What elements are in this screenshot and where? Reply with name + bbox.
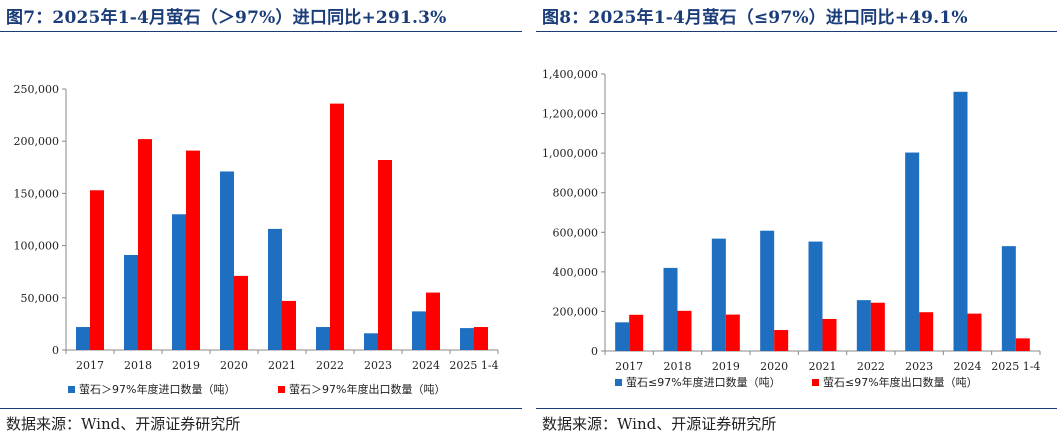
y-tick-label: 0 bbox=[591, 345, 598, 358]
x-tick-label: 2017 bbox=[615, 360, 643, 373]
bar-import bbox=[220, 171, 234, 350]
y-tick-label: 400,000 bbox=[553, 266, 599, 279]
bar-export bbox=[629, 314, 644, 351]
source-note: 数据来源：Wind、开源证券研究所 bbox=[542, 415, 777, 433]
bar-import bbox=[953, 91, 968, 352]
x-tick-label: 2024 bbox=[412, 359, 440, 372]
bar-export bbox=[870, 302, 885, 351]
bar-import bbox=[124, 254, 138, 350]
x-tick-label: 2023 bbox=[364, 359, 392, 372]
chart-title: 图7：2025年1-4月萤石（＞97%）进口同比+291.3% bbox=[6, 8, 447, 28]
bar-import bbox=[905, 152, 920, 351]
bar-export bbox=[234, 275, 248, 350]
bar-export bbox=[378, 159, 392, 350]
bar-export bbox=[282, 300, 296, 350]
bar-import bbox=[711, 238, 726, 351]
bar-export bbox=[90, 190, 104, 350]
title-rule bbox=[0, 31, 522, 32]
bar-import bbox=[268, 228, 282, 350]
x-tick-label: 2021 bbox=[809, 360, 837, 373]
x-tick-label: 2021 bbox=[268, 359, 296, 372]
bar-export bbox=[186, 150, 200, 350]
y-tick-label: 150,000 bbox=[14, 187, 60, 200]
x-tick-label: 2025 1-4 bbox=[449, 359, 498, 372]
y-tick-label: 50,000 bbox=[21, 292, 60, 305]
bar-import bbox=[412, 311, 426, 350]
bar-import bbox=[172, 214, 186, 350]
x-tick-label: 2025 1-4 bbox=[991, 360, 1040, 373]
legend-label: 萤石＞97%年度出口数量（吨） bbox=[289, 382, 445, 396]
bar-export bbox=[822, 318, 837, 351]
y-tick-label: 1,400,000 bbox=[542, 68, 598, 81]
y-tick-label: 1,200,000 bbox=[542, 108, 598, 121]
bar-import bbox=[364, 333, 378, 350]
bar-import bbox=[856, 300, 871, 351]
y-tick-label: 600,000 bbox=[553, 226, 599, 239]
y-tick-label: 0 bbox=[52, 344, 59, 357]
x-tick-label: 2018 bbox=[124, 359, 152, 372]
right-chart-panel: 图8：2025年1-4月萤石（≤97%）进口同比+49.1% 0 200,000 4… bbox=[536, 0, 1057, 440]
legend-swatch bbox=[615, 379, 622, 386]
bar-import bbox=[460, 328, 474, 350]
legend-label: 萤石＞97%年度进口数量（吨） bbox=[79, 382, 235, 396]
source-rule bbox=[536, 408, 1057, 409]
title-rule bbox=[536, 31, 1057, 32]
bar-export bbox=[426, 292, 440, 350]
bar-export bbox=[774, 330, 789, 351]
bar-chart-svg: 0 50,000 100,000 150,000 200,000 250,000 2017 2… bbox=[14, 83, 499, 396]
bar-export bbox=[138, 139, 152, 350]
y-tick-label: 100,000 bbox=[14, 240, 60, 253]
source-note: 数据来源：Wind、开源证券研究所 bbox=[6, 415, 241, 433]
legend-swatch bbox=[68, 386, 75, 393]
bar-export bbox=[1015, 338, 1030, 351]
bar-export bbox=[474, 327, 488, 350]
y-tick-label: 1,000,000 bbox=[542, 147, 598, 160]
bar-export bbox=[725, 314, 740, 351]
x-tick-label: 2020 bbox=[220, 359, 248, 372]
x-tick-label: 2023 bbox=[905, 360, 933, 373]
bar-export bbox=[919, 312, 934, 351]
x-tick-label: 2019 bbox=[712, 360, 740, 373]
legend-label: 萤石≤97%年度出口数量（吨） bbox=[823, 375, 978, 389]
legend-swatch bbox=[278, 386, 285, 393]
x-tick-label: 2022 bbox=[857, 360, 885, 373]
x-tick-label: 2019 bbox=[172, 359, 200, 372]
y-tick-label: 250,000 bbox=[14, 83, 60, 96]
bar-import bbox=[1001, 246, 1016, 351]
bar-export bbox=[677, 310, 692, 351]
x-tick-label: 2017 bbox=[76, 359, 104, 372]
bar-export bbox=[330, 103, 344, 350]
bar-import bbox=[316, 327, 330, 350]
bar-export bbox=[967, 313, 982, 351]
bar-import bbox=[76, 327, 90, 350]
left-chart-panel: 图7：2025年1-4月萤石（＞97%）进口同比+291.3% 0 50,000 1… bbox=[0, 0, 522, 440]
x-tick-label: 2018 bbox=[664, 360, 692, 373]
source-rule bbox=[0, 408, 522, 409]
bar-import bbox=[808, 241, 823, 351]
legend-swatch bbox=[812, 379, 819, 386]
x-tick-label: 2024 bbox=[954, 360, 982, 373]
x-tick-label: 2022 bbox=[316, 359, 344, 372]
panel-gap bbox=[522, 0, 536, 440]
y-tick-label: 200,000 bbox=[553, 305, 599, 318]
legend-label: 萤石≤97%年度进口数量（吨） bbox=[626, 375, 781, 389]
y-tick-label: 200,000 bbox=[14, 135, 60, 148]
bar-chart-svg: 0 200,000 400,000 600,000 800,000 1,000,000 1,… bbox=[542, 68, 1041, 389]
x-tick-label: 2020 bbox=[760, 360, 788, 373]
bar-import bbox=[615, 322, 630, 351]
bar-import bbox=[663, 267, 678, 351]
bar-import bbox=[760, 230, 775, 351]
y-tick-label: 800,000 bbox=[553, 187, 599, 200]
chart-title: 图8：2025年1-4月萤石（≤97%）进口同比+49.1% bbox=[542, 8, 968, 28]
